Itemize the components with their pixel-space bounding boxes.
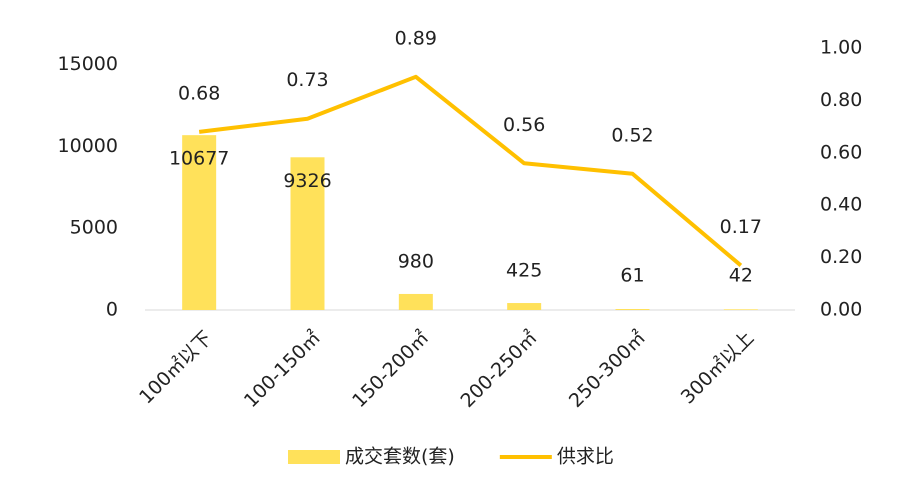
bar bbox=[398, 293, 433, 310]
line-value-label: 0.52 bbox=[611, 124, 653, 146]
line-value-label: 0.56 bbox=[503, 114, 545, 136]
line-value-label: 0.89 bbox=[395, 27, 437, 49]
bar-value-label: 61 bbox=[620, 265, 644, 287]
x-tick-label: 300㎡以上 bbox=[676, 326, 758, 408]
legend-label: 供求比 bbox=[557, 446, 614, 468]
bar-value-label: 980 bbox=[398, 250, 434, 272]
x-tick-label: 100-150㎡ bbox=[239, 326, 325, 412]
x-tick-label: 200-250㎡ bbox=[456, 326, 542, 412]
y2-tick-label: 1.00 bbox=[820, 37, 862, 59]
bar-value-label: 42 bbox=[729, 265, 753, 287]
bar-value-label: 10677 bbox=[169, 148, 229, 170]
y-tick-label: 10000 bbox=[58, 135, 118, 157]
y2-tick-label: 0.60 bbox=[820, 141, 862, 163]
line-value-label: 0.73 bbox=[286, 69, 328, 91]
y2-tick-label: 0.80 bbox=[820, 89, 862, 111]
y-tick-label: 15000 bbox=[58, 53, 118, 75]
y2-tick-label: 0.40 bbox=[820, 194, 862, 216]
y-tick-label: 0 bbox=[106, 299, 118, 321]
line bbox=[198, 74, 743, 267]
y2-tick-label: 0.20 bbox=[820, 246, 862, 268]
bar bbox=[615, 309, 650, 310]
y-tick-label: 5000 bbox=[70, 217, 118, 239]
bar bbox=[182, 135, 217, 310]
bar-value-label: 9326 bbox=[283, 170, 331, 192]
x-tick-label: 100㎡以下 bbox=[134, 326, 216, 408]
line-value-label: 0.68 bbox=[178, 82, 220, 104]
bar bbox=[290, 157, 325, 310]
bar bbox=[723, 309, 758, 310]
bar bbox=[507, 303, 542, 310]
x-tick-label: 150-200㎡ bbox=[347, 326, 433, 412]
legend-label: 成交套数(套) bbox=[345, 446, 455, 468]
bar-value-label: 425 bbox=[506, 260, 542, 282]
legend-swatch bbox=[288, 450, 340, 464]
line-value-label: 0.17 bbox=[720, 216, 762, 238]
x-tick-label: 250-300㎡ bbox=[564, 326, 650, 412]
y2-tick-label: 0.00 bbox=[820, 299, 862, 321]
